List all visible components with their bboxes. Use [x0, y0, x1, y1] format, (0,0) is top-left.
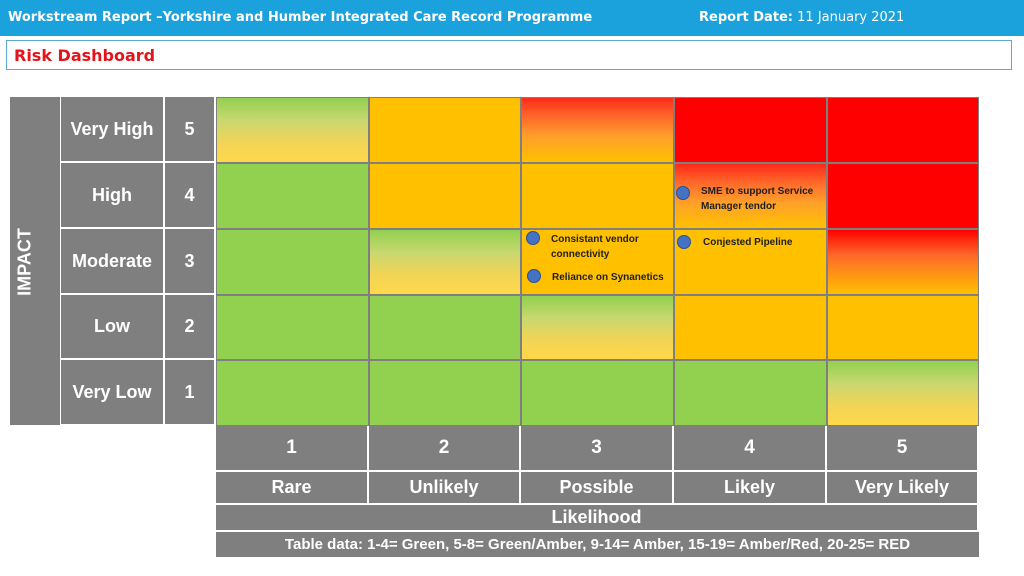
risk-marker-sme[interactable] [676, 186, 690, 200]
likelihood-score-5: 5 [827, 426, 979, 472]
matrix-cell-4-4 [674, 163, 827, 229]
matrix-cell-1-1 [216, 360, 369, 426]
likelihood-axis-label: Likelihood [216, 505, 979, 532]
impact-name-high: High [61, 163, 165, 229]
matrix-cell-4-2 [369, 163, 521, 229]
risk-marker-vendor[interactable] [526, 231, 540, 245]
matrix-cell-2-2 [369, 295, 521, 360]
matrix-cell-1-5 [827, 360, 979, 426]
impact-name-very-high: Very High [61, 97, 165, 163]
matrix-cell-3-1 [216, 229, 369, 295]
dashboard-title-box: Risk Dashboard [6, 40, 1012, 70]
matrix-cell-4-3 [521, 163, 674, 229]
matrix-cell-2-3 [521, 295, 674, 360]
risk-marker-reliance[interactable] [527, 269, 541, 283]
likelihood-score-2: 2 [369, 426, 521, 472]
likelihood-score-3: 3 [521, 426, 674, 472]
header-bar: Workstream Report –Yorkshire and Humber … [0, 0, 1024, 36]
impact-axis-bar [10, 97, 60, 425]
matrix-cell-3-4 [674, 229, 827, 295]
risk-label-reliance: Reliance on Synanetics [552, 272, 664, 283]
impact-score-5: 5 [165, 97, 216, 163]
impact-name-very-low: Very Low [61, 360, 165, 426]
matrix-cell-3-2 [369, 229, 521, 295]
matrix-cell-2-4 [674, 295, 827, 360]
impact-name-moderate: Moderate [61, 229, 165, 295]
impact-score-1: 1 [165, 360, 216, 426]
likelihood-score-4: 4 [674, 426, 827, 472]
matrix-cell-5-1 [216, 97, 369, 163]
risk-label-pipeline: Conjested Pipeline [703, 237, 793, 248]
likelihood-score-1: 1 [216, 426, 369, 472]
risk-label-sme: SME to support Service Manager tendor [701, 186, 814, 212]
likelihood-name-unlikely: Unlikely [369, 472, 521, 505]
matrix-cell-5-4 [674, 97, 827, 163]
matrix-cell-5-5 [827, 97, 979, 163]
report-date: Report Date: 11 January 2021 [699, 10, 904, 25]
likelihood-name-very-likely: Very Likely [827, 472, 979, 505]
report-title: Workstream Report –Yorkshire and Humber … [8, 10, 593, 25]
matrix-cell-2-1 [216, 295, 369, 360]
matrix-cell-1-3 [521, 360, 674, 426]
page-title: Risk Dashboard [14, 46, 156, 65]
page-number: 3 [975, 544, 979, 551]
matrix-cell-5-2 [369, 97, 521, 163]
report-date-value: 11 January 2021 [797, 10, 905, 25]
matrix-cell-5-3 [521, 97, 674, 163]
matrix-cell-4-1 [216, 163, 369, 229]
matrix-cell-1-2 [369, 360, 521, 426]
risk-label-vendor: Consistant vendor connectivity [551, 234, 639, 260]
matrix-cell-3-3 [521, 229, 674, 295]
impact-score-2: 2 [165, 295, 216, 360]
matrix-cell-3-5 [827, 229, 979, 295]
likelihood-name-possible: Possible [521, 472, 674, 505]
report-date-label: Report Date: [699, 10, 794, 25]
risk-marker-pipeline[interactable] [677, 235, 691, 249]
matrix-cell-1-4 [674, 360, 827, 426]
impact-score-3: 3 [165, 229, 216, 295]
impact-score-4: 4 [165, 163, 216, 229]
likelihood-name-likely: Likely [674, 472, 827, 505]
impact-name-low: Low [61, 295, 165, 360]
matrix-cell-2-5 [827, 295, 979, 360]
impact-axis-label: IMPACT [14, 228, 35, 296]
matrix-cell-4-5 [827, 163, 979, 229]
likelihood-name-rare: Rare [216, 472, 369, 505]
table-data-note: Table data: 1-4= Green, 5-8= Green/Amber… [216, 532, 979, 557]
